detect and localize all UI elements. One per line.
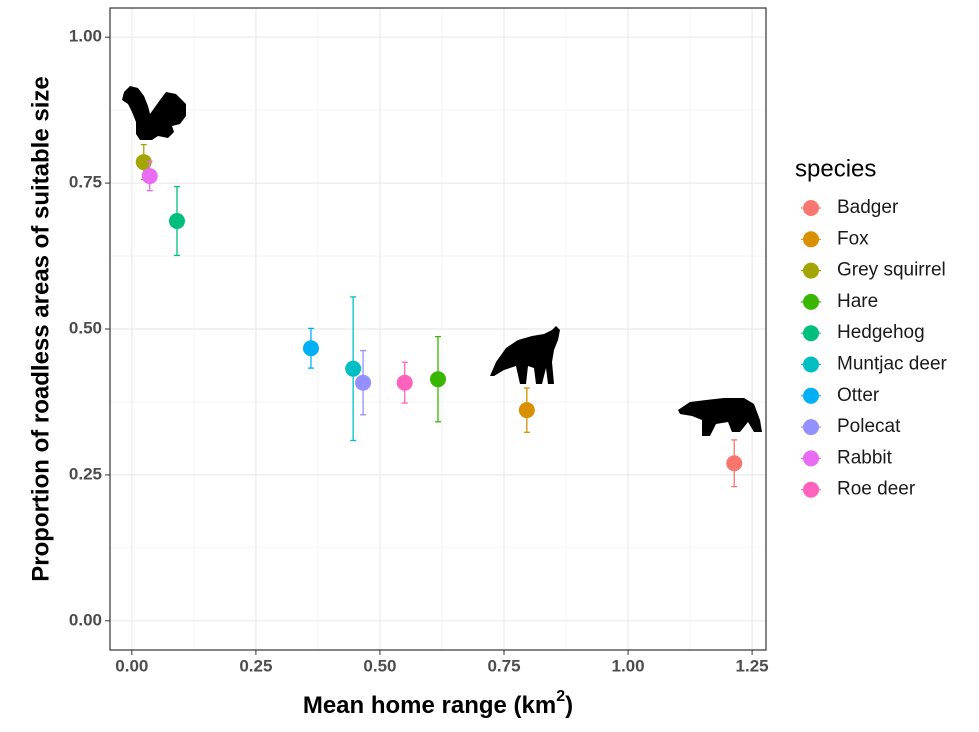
point	[141, 168, 158, 185]
legend-swatch	[803, 356, 819, 373]
x-tick-label: 0.50	[363, 656, 396, 675]
y-tick-label: 0.00	[69, 610, 102, 629]
x-tick-label: 0.25	[239, 656, 272, 675]
silhouettes	[122, 86, 762, 436]
legend-title: species	[795, 155, 876, 182]
y-axis-title: Proportion of roadless areas of suitable…	[27, 76, 54, 581]
x-axis-title: Mean home range (km2)	[303, 688, 573, 719]
marks	[135, 143, 743, 488]
point	[135, 154, 152, 171]
legend-swatch	[803, 293, 819, 310]
legend-label: Badger	[837, 197, 899, 218]
legend-label: Roe deer	[837, 479, 916, 500]
point	[168, 213, 185, 230]
legend-swatch	[803, 387, 819, 404]
point	[430, 371, 446, 388]
x-axis-title-suffix: )	[565, 692, 573, 719]
point	[345, 360, 362, 377]
x-axis-title-text: Mean home range (km	[303, 692, 556, 719]
legend-swatch	[803, 262, 819, 279]
legend-label: Rabbit	[837, 447, 893, 468]
legend-swatch	[803, 450, 819, 467]
x-tick-label: 0.75	[487, 656, 520, 675]
grid	[110, 8, 766, 650]
y-tick-label: 1.00	[69, 27, 102, 46]
legend: Badger Fox Grey squirrel Hare Hedgehog Muntja…	[801, 197, 948, 500]
legend-swatch	[803, 419, 819, 436]
legend-label: Hedgehog	[837, 322, 925, 343]
legend-label: Hare	[837, 291, 878, 312]
legend-swatch	[803, 325, 819, 342]
point	[355, 374, 372, 391]
legend-label: Polecat	[837, 416, 901, 437]
point	[396, 374, 413, 391]
x-tick-label: 0.00	[115, 656, 148, 675]
badger-silhouette	[678, 398, 762, 436]
legend-label: Fox	[837, 228, 869, 249]
fox-silhouette	[490, 326, 560, 384]
point	[726, 455, 743, 472]
y-tick-label: 0.75	[69, 173, 102, 192]
y-tick-label: 0.50	[69, 318, 102, 337]
x-tick-label: 1.25	[736, 656, 769, 675]
squirrel-silhouette	[122, 86, 186, 140]
legend-swatch	[803, 481, 819, 498]
point	[302, 340, 319, 357]
legend-swatch	[803, 200, 819, 216]
legend-label: Grey squirrel	[837, 260, 946, 281]
point	[518, 402, 535, 419]
y-tick-label: 0.25	[69, 464, 102, 483]
x-axis-title-sup: 2	[556, 688, 565, 705]
legend-label: Otter	[837, 385, 880, 406]
legend-swatch	[803, 231, 819, 248]
x-tick-label: 1.00	[612, 656, 645, 675]
legend-label: Muntjac deer	[837, 354, 948, 375]
